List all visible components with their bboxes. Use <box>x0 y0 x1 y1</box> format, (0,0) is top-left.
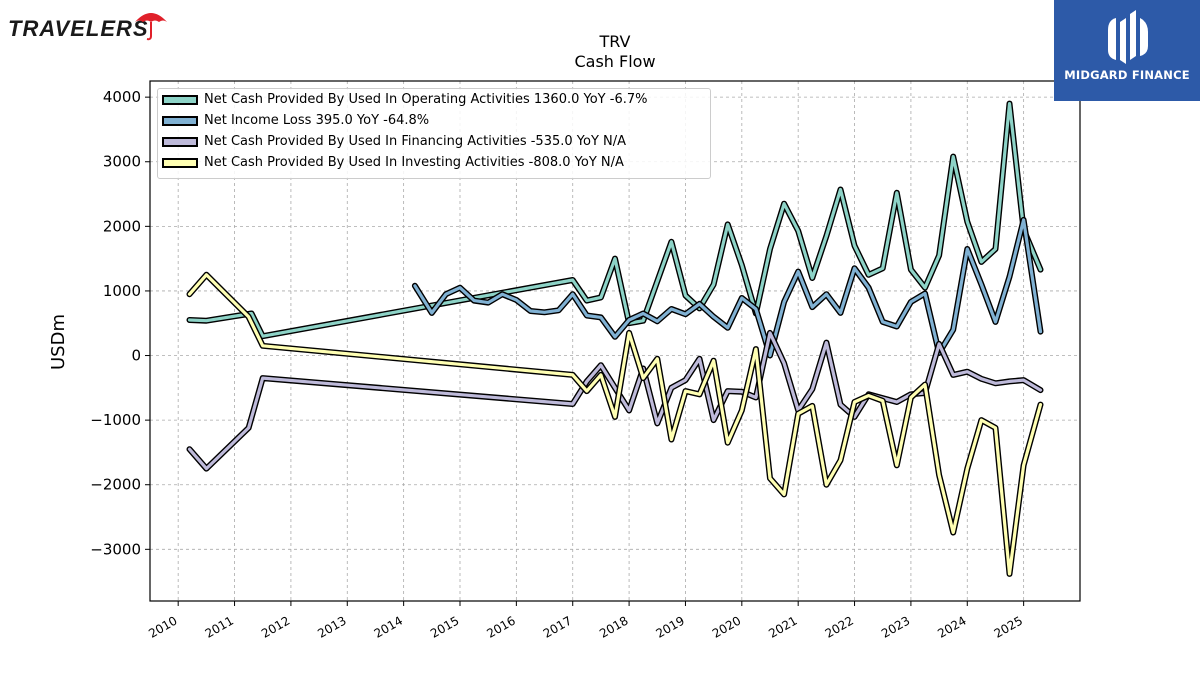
x-tick-label: 2019 <box>654 613 687 640</box>
x-tick-label: 2011 <box>203 613 236 640</box>
x-tick-label: 2020 <box>710 613 743 640</box>
legend-label-financing: Net Cash Provided By Used In Financing A… <box>204 134 627 149</box>
midgard-finance-logo-text: MIDGARD FINANCE <box>1064 68 1190 82</box>
legend-label-operating: Net Cash Provided By Used In Operating A… <box>204 92 648 107</box>
y-tick-label: 2000 <box>103 217 141 235</box>
chart-subtitle: Cash Flow <box>574 52 656 71</box>
legend-swatch-financing <box>162 137 198 147</box>
series-outline-investing <box>186 271 1044 577</box>
y-tick-label: 1000 <box>103 282 141 300</box>
y-tick-label: −1000 <box>90 411 141 429</box>
legend-swatch-investing <box>162 158 198 168</box>
y-axis-label: USDm <box>48 314 69 370</box>
y-tick-label: 3000 <box>103 153 141 171</box>
legend-swatch-operating <box>162 95 198 105</box>
series-line-financing <box>187 331 1043 471</box>
legend-label-net-income: Net Income Loss 395.0 YoY -64.8% <box>204 113 430 128</box>
legend-label-investing: Net Cash Provided By Used In Investing A… <box>204 155 624 170</box>
x-tick-label: 2021 <box>766 613 799 640</box>
series-line-operating <box>187 102 1043 338</box>
series-line-investing <box>187 273 1043 576</box>
plot-area-frame <box>149 80 1081 602</box>
y-tick-label: −2000 <box>90 476 141 494</box>
x-tick-label: 2017 <box>541 613 574 640</box>
x-tick-label: 2014 <box>372 613 405 640</box>
chart-legend: Net Cash Provided By Used In Operating A… <box>157 88 711 179</box>
legend-swatch-net-income <box>162 116 198 126</box>
series-outline-net-income <box>411 216 1044 359</box>
x-tick-label: 2024 <box>935 613 968 640</box>
x-tick-label: 2016 <box>484 613 517 640</box>
x-tick-label: 2023 <box>879 613 912 640</box>
x-tick-label: 2010 <box>146 613 179 640</box>
y-tick-label: −3000 <box>90 540 141 558</box>
x-axis: 2010 2011 2012 2013 2014 2015 2016 2017 2018 2019… <box>146 601 1025 641</box>
y-tick-label: 4000 <box>103 88 141 106</box>
y-axis: 4000 3000 2000 1000 0 −1000 −2000 −3000 <box>90 88 150 558</box>
x-tick-label: 2022 <box>823 613 856 640</box>
x-tick-label: 2012 <box>259 613 292 640</box>
chart-title: TRV <box>599 32 631 51</box>
x-tick-label: 2018 <box>597 613 630 640</box>
umbrella-icon <box>135 13 167 41</box>
x-tick-label: 2015 <box>428 613 461 640</box>
midgard-finance-logo: MIDGARD FINANCE <box>1054 0 1200 101</box>
travelers-logo-text: TRAVELERS <box>8 16 149 41</box>
y-tick-label: 0 <box>131 347 141 365</box>
midgard-mark-icon <box>1108 10 1148 64</box>
series-line-net-income <box>413 218 1043 358</box>
x-tick-label: 2013 <box>315 613 348 640</box>
series-layer <box>186 100 1044 577</box>
x-tick-label: 2025 <box>992 613 1025 640</box>
